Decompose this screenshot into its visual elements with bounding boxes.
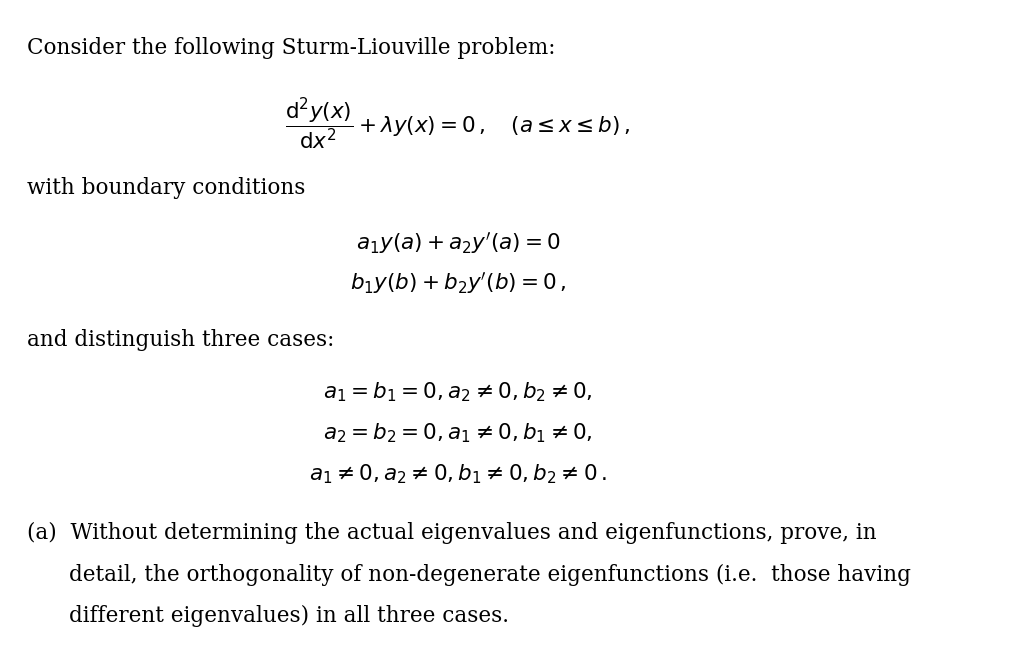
Text: $a_1 \neq 0, a_2 \neq 0, b_1 \neq 0, b_2 \neq 0\,.$: $a_1 \neq 0, a_2 \neq 0, b_1 \neq 0, b_2… (309, 463, 607, 486)
Text: $a_2 = b_2 = 0, a_1 \neq 0, b_1 \neq 0,$: $a_2 = b_2 = 0, a_1 \neq 0, b_1 \neq 0,$ (324, 422, 593, 445)
Text: and distinguish three cases:: and distinguish three cases: (28, 329, 335, 351)
Text: Consider the following Sturm-Liouville problem:: Consider the following Sturm-Liouville p… (28, 37, 556, 59)
Text: $\dfrac{\mathrm{d}^2y(x)}{\mathrm{d}x^2} + \lambda y(x) = 0\,,\quad (a \leq x \l: $\dfrac{\mathrm{d}^2y(x)}{\mathrm{d}x^2}… (286, 97, 631, 152)
Text: detail, the orthogonality of non-degenerate eigenfunctions (i.e.  those having: detail, the orthogonality of non-degener… (69, 564, 910, 586)
Text: (a)  Without determining the actual eigenvalues and eigenfunctions, prove, in: (a) Without determining the actual eigen… (28, 522, 878, 544)
Text: $a_1 = b_1 = 0, a_2 \neq 0, b_2 \neq 0,$: $a_1 = b_1 = 0, a_2 \neq 0, b_2 \neq 0,$ (324, 380, 593, 404)
Text: $b_1 y(b) + b_2 y'(b) = 0\,,$: $b_1 y(b) + b_2 y'(b) = 0\,,$ (350, 270, 566, 295)
Text: different eigenvalues) in all three cases.: different eigenvalues) in all three case… (69, 605, 509, 627)
Text: $a_1 y(a) + a_2 y'(a) = 0$: $a_1 y(a) + a_2 y'(a) = 0$ (355, 230, 560, 255)
Text: with boundary conditions: with boundary conditions (28, 177, 306, 199)
